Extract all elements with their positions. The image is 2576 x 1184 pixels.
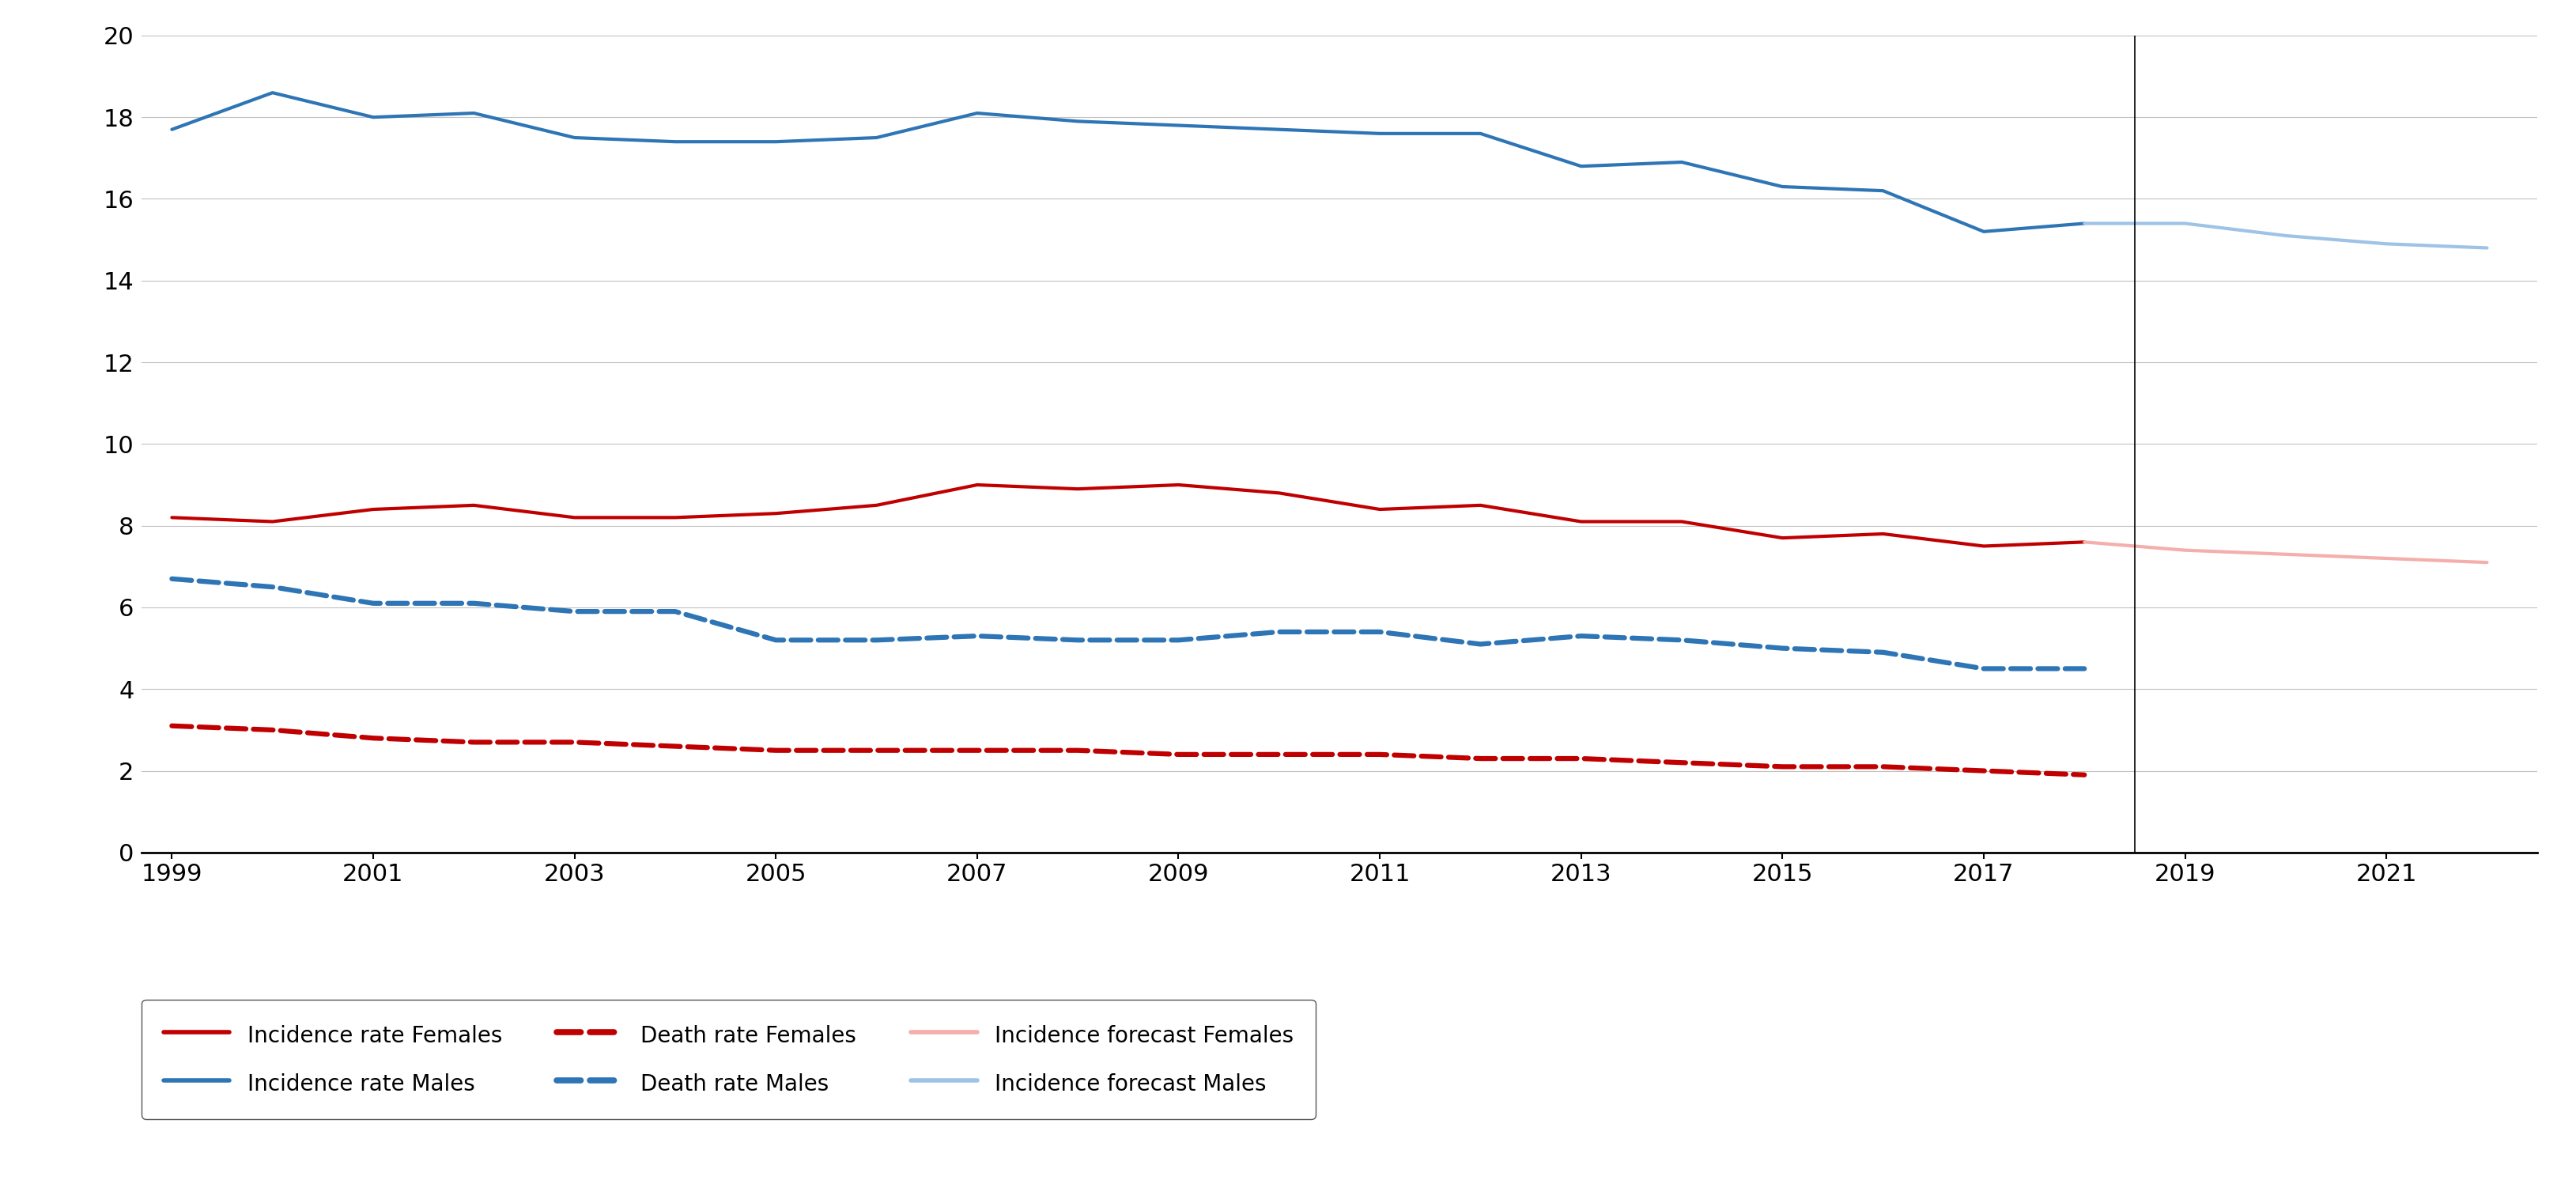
Legend: Incidence rate Females, Incidence rate Males, Death rate Females, Death rate Mal: Incidence rate Females, Incidence rate M… <box>142 999 1316 1119</box>
